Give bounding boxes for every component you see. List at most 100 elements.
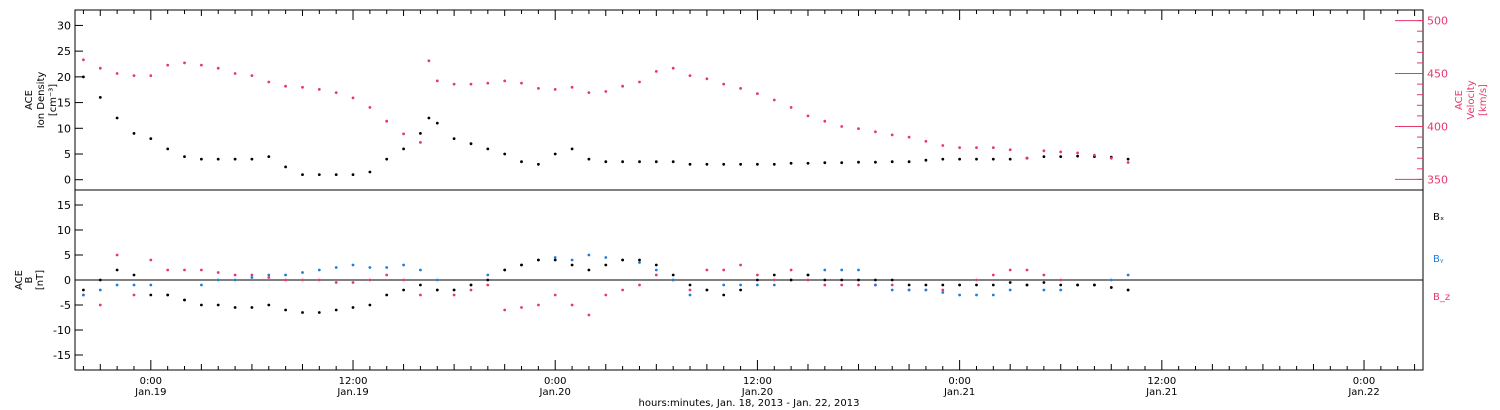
bx-point: [385, 293, 389, 297]
density-axis-title-line2: Ion Density: [36, 72, 47, 129]
by-point: [1008, 288, 1012, 292]
bx-point: [250, 306, 254, 309]
velocity-point: [469, 82, 473, 86]
by-point: [115, 283, 119, 287]
by-point: [722, 283, 726, 287]
velocity-point: [570, 85, 574, 89]
velocity-point: [553, 88, 557, 91]
time-tick-label: 0:00: [1353, 376, 1375, 387]
bx-point: [570, 263, 574, 267]
bz-point: [789, 268, 793, 272]
density-point: [907, 160, 911, 164]
bx-point: [132, 273, 136, 277]
bx-point: [840, 278, 844, 282]
density-point: [840, 161, 844, 165]
velocity-point: [1093, 153, 1096, 157]
bz-point: [604, 293, 608, 297]
density-point: [216, 157, 220, 161]
bx-point: [267, 303, 271, 307]
velocity-point: [486, 81, 490, 85]
time-tick-label: 0:00: [140, 376, 162, 387]
bx-point: [638, 258, 641, 262]
velocity-point: [907, 135, 911, 139]
velocity-axis-title: ACE Velocity [km/s]: [1454, 80, 1489, 119]
density-point: [857, 160, 860, 164]
density-point: [621, 160, 624, 164]
bx-point: [553, 258, 557, 262]
by-point: [671, 278, 675, 282]
date-tick-label: Jan.20: [741, 387, 773, 398]
velocity-tick-label: 500: [1427, 15, 1448, 28]
density-point: [317, 173, 321, 177]
by-point: [907, 288, 911, 292]
by-point: [991, 293, 995, 297]
time-tick-label: 12:00: [743, 376, 772, 387]
by-point: [82, 293, 85, 297]
density-point: [823, 161, 827, 165]
density-point: [587, 157, 591, 161]
bz-point: [149, 258, 153, 262]
density-point: [301, 173, 304, 177]
by-point: [250, 276, 254, 279]
bx-point: [115, 268, 119, 272]
by-point: [132, 283, 136, 287]
bx-point: [452, 288, 456, 292]
bx-point: [520, 263, 523, 267]
date-tick-label: Jan.19: [336, 387, 368, 398]
by-point: [368, 266, 372, 269]
velocity-axis-title-line3: [km/s]: [1478, 84, 1489, 116]
velocity-tick-label: 400: [1427, 120, 1448, 133]
by-point: [975, 293, 978, 297]
bx-point: [301, 311, 304, 314]
by-point: [1109, 278, 1113, 282]
bz-point: [98, 303, 102, 307]
ion-density-points: [82, 75, 1130, 177]
density-point: [200, 157, 203, 161]
density-point: [991, 157, 995, 161]
density-point: [570, 147, 574, 151]
bz-point: [654, 273, 658, 277]
velocity-point: [975, 146, 978, 150]
velocity-point: [385, 119, 389, 123]
by-point: [890, 288, 894, 292]
bz-point: [334, 281, 338, 284]
time-tick-label: 0:00: [948, 376, 970, 387]
legend-bx: Bₓ: [1433, 212, 1444, 223]
density-point: [722, 162, 726, 166]
by-point: [435, 278, 439, 282]
bx-point: [907, 283, 911, 287]
density-axis-title-line1: ACE: [24, 90, 35, 110]
by-point: [1126, 273, 1130, 277]
density-point: [1042, 155, 1046, 159]
bx-point: [705, 288, 709, 292]
by-point: [200, 283, 203, 287]
velocity-point: [98, 66, 102, 70]
time-tick-label: 12:00: [339, 376, 368, 387]
velocity-point: [216, 66, 220, 70]
by-point: [604, 256, 608, 259]
by-point: [874, 283, 877, 287]
bx-point: [537, 258, 540, 262]
velocity-point: [1008, 148, 1012, 152]
time-axis-label: hours:minutes, Jan. 18, 2013 - Jan. 22, …: [639, 398, 860, 409]
b-field-axis-ticks: -15 -10 -5 0 5 10 15: [53, 199, 83, 362]
density-point: [941, 157, 945, 161]
density-point: [233, 157, 237, 161]
bz-point: [739, 263, 742, 267]
velocity-point: [806, 114, 810, 118]
velocity-point: [823, 119, 827, 123]
velocity-point: [503, 79, 507, 83]
bx-point: [688, 283, 692, 287]
time-tick-label: 0:00: [544, 376, 566, 387]
density-point: [688, 162, 692, 166]
density-point: [890, 160, 894, 164]
bx-point: [82, 288, 85, 292]
bx-point: [924, 283, 928, 287]
density-point: [402, 147, 405, 151]
density-point: [1126, 157, 1130, 161]
bz-point: [991, 273, 995, 277]
bz-point: [200, 268, 203, 272]
bz-point: [166, 268, 170, 272]
b-field-tick-label: 0: [64, 274, 71, 287]
